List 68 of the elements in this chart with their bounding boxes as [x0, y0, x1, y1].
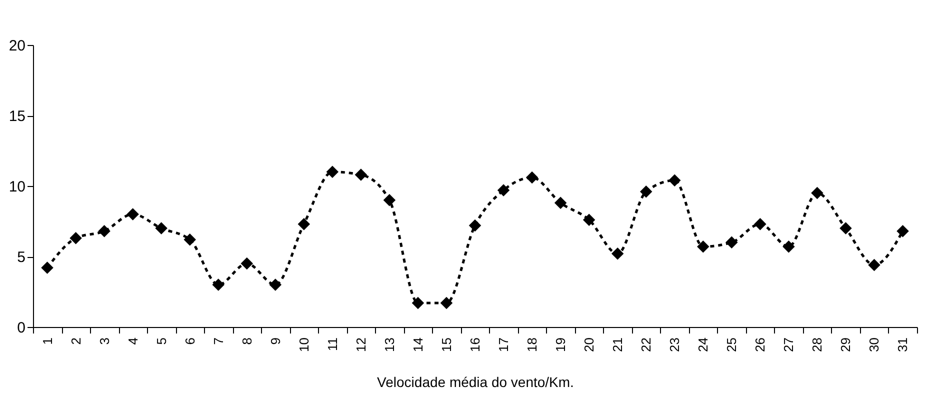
- x-tick-label: 31: [895, 338, 910, 352]
- x-tick-label: 4: [125, 338, 140, 345]
- x-tick-label: 30: [866, 338, 882, 352]
- x-tick-label: 1: [40, 338, 55, 345]
- x-tick-label: 14: [410, 338, 426, 352]
- point: [697, 240, 710, 253]
- x-tick-label: 17: [496, 338, 512, 352]
- y-tick-label: 10: [8, 178, 26, 196]
- point: [269, 278, 282, 291]
- x-tick-label: 21: [610, 338, 626, 352]
- point: [640, 186, 652, 198]
- x-tick-label: 20: [582, 338, 597, 352]
- x-tick-label: 13: [382, 338, 397, 352]
- x-tick-label: 12: [353, 338, 368, 352]
- x-tick-label: 10: [296, 338, 312, 352]
- point: [41, 262, 54, 274]
- point: [497, 184, 510, 196]
- x-tick-label: 22: [638, 338, 654, 352]
- x-tick-label: 23: [667, 338, 682, 352]
- point: [468, 219, 482, 232]
- x-tick-label: 19: [553, 338, 568, 352]
- x-tick-label: 9: [268, 338, 283, 345]
- point: [184, 233, 196, 246]
- point: [326, 166, 339, 178]
- point: [298, 218, 310, 230]
- point: [554, 196, 567, 210]
- point: [868, 258, 880, 272]
- point: [896, 224, 909, 238]
- y-tick-label: 5: [17, 249, 26, 266]
- point: [611, 248, 624, 260]
- point: [98, 224, 110, 238]
- x-tick-label: 7: [210, 338, 226, 345]
- x-tick-label: 5: [154, 338, 169, 345]
- point: [354, 168, 368, 181]
- y-tick-label: 15: [8, 108, 26, 125]
- x-tick-label: 29: [838, 338, 854, 352]
- point: [582, 214, 596, 226]
- x-tick-label: 2: [68, 338, 84, 345]
- x-tick-label: 16: [468, 338, 482, 352]
- x-axis-title: Velocidade média do vento/Km.: [377, 374, 574, 390]
- x-tick-label: 26: [752, 338, 768, 352]
- y-tick-label: 20: [8, 38, 26, 54]
- point: [383, 194, 396, 206]
- x-tick-label: 8: [239, 338, 254, 345]
- x-tick-label: 3: [96, 338, 112, 345]
- point: [726, 236, 738, 249]
- point: [240, 257, 253, 270]
- x-tick-label: 15: [438, 338, 454, 352]
- x-tick-label: 11: [324, 338, 340, 351]
- point: [840, 222, 852, 234]
- point: [412, 296, 424, 310]
- point: [440, 296, 453, 310]
- point: [155, 222, 168, 234]
- point: [782, 240, 795, 253]
- y-tick-label: 0: [17, 320, 26, 336]
- point: [70, 232, 82, 244]
- x-tick-label: 24: [696, 338, 711, 352]
- x-tick-label: 28: [810, 338, 825, 352]
- x-tick-label: 25: [724, 338, 740, 352]
- point: [126, 208, 139, 220]
- point: [811, 186, 824, 200]
- point: [212, 278, 224, 291]
- x-tick-label: 27: [781, 338, 796, 352]
- x-tick-label: 6: [182, 338, 198, 345]
- point: [668, 174, 681, 186]
- x-tick-label: 18: [524, 338, 540, 352]
- point: [526, 171, 538, 184]
- point: [754, 218, 766, 230]
